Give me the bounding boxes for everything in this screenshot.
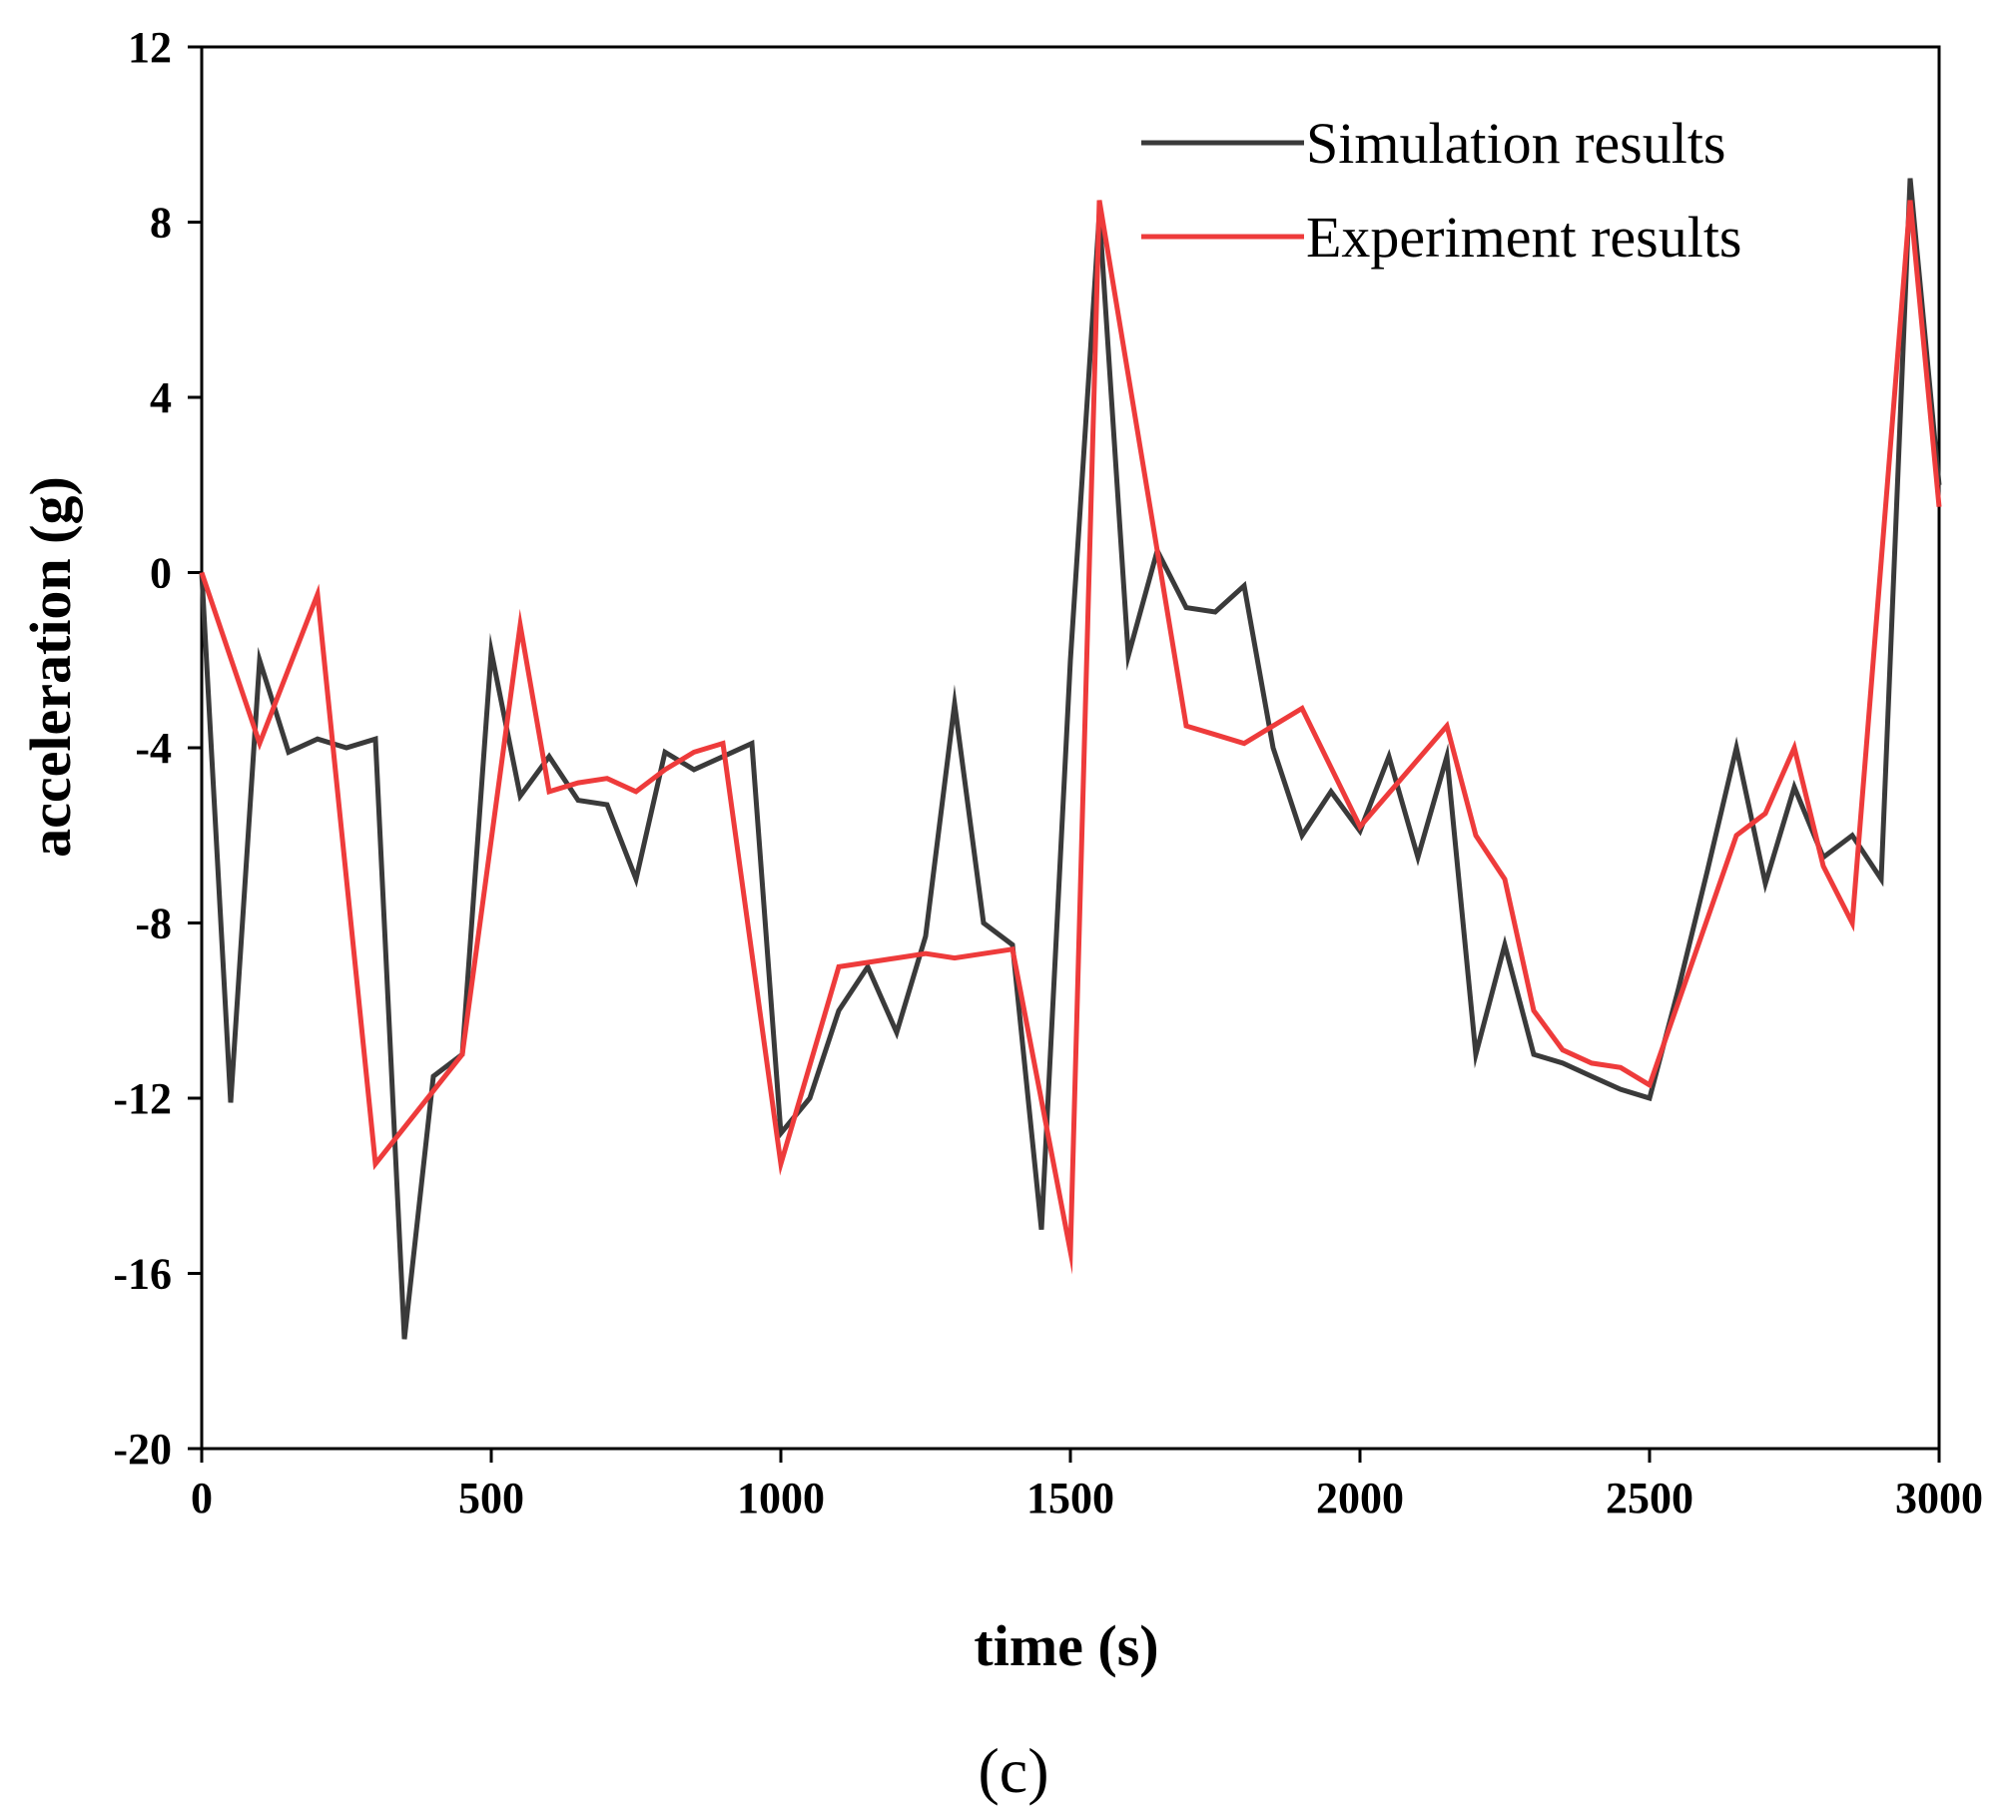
series-line-simulation — [199, 178, 1942, 1340]
y-tick-label: -4 — [135, 724, 172, 773]
series-line-experiment — [199, 200, 1942, 1275]
x-axis-title: time (s) — [974, 1613, 1158, 1678]
legend-label-experiment: Experiment results — [1306, 205, 1742, 270]
x-tick-label: 2500 — [1606, 1474, 1693, 1522]
x-tick-label: 500 — [458, 1474, 524, 1522]
y-tick-label: 12 — [128, 23, 172, 72]
y-tick-label: -16 — [113, 1250, 172, 1299]
x-tick-label: 1000 — [737, 1474, 825, 1522]
x-tick-label: 0 — [191, 1474, 213, 1522]
x-tick-label: 1500 — [1026, 1474, 1114, 1522]
y-axis-title: acceleration (g) — [18, 476, 83, 858]
axis-ticks: 0 500 1000 1500 2000 2500 3000 -20 -16 -12 -8 -4 0 4 8… — [113, 23, 1983, 1522]
series-layer — [199, 178, 1942, 1340]
x-tick-label: 3000 — [1895, 1474, 1983, 1522]
y-tick-label: -12 — [113, 1074, 172, 1123]
y-tick-label: 8 — [150, 199, 172, 248]
legend-label-simulation: Simulation results — [1306, 111, 1726, 176]
y-tick-label: 4 — [150, 373, 172, 422]
legend: Simulation results Experiment results — [1141, 111, 1742, 270]
y-tick-label: 0 — [150, 549, 172, 598]
figure-caption: (c) — [978, 1735, 1048, 1806]
y-tick-label: -8 — [135, 900, 172, 948]
x-tick-label: 2000 — [1316, 1474, 1404, 1522]
y-tick-label: -20 — [113, 1425, 172, 1474]
